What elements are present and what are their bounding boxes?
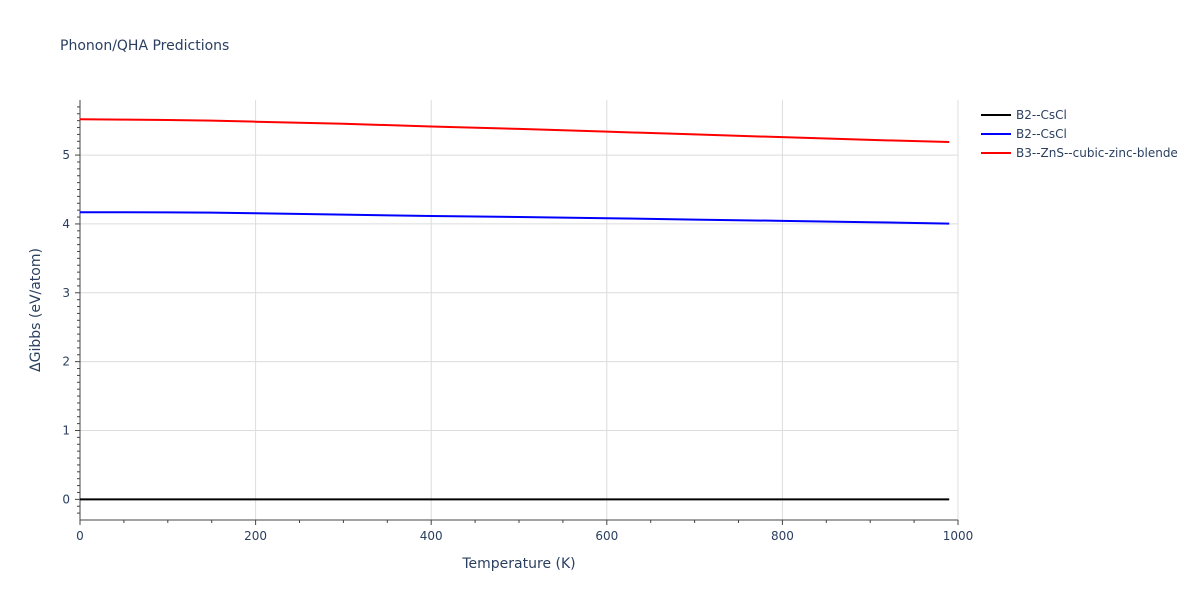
x-tick-label: 200 (244, 529, 267, 543)
x-tick-label: 0 (76, 529, 84, 543)
x-axis-title: Temperature (K) (461, 556, 575, 572)
y-tick-label: 5 (62, 148, 70, 162)
x-tick-label: 800 (771, 529, 794, 543)
x-tick-label: 400 (420, 529, 443, 543)
y-tick-label: 2 (62, 355, 70, 369)
series-line-2 (79, 118, 950, 143)
axes: 0 200 400 600 800 1000 0 1 2 3 4 5 (62, 100, 973, 543)
legend-label-2: B3--ZnS--cubic-zinc-blende (1016, 146, 1178, 160)
legend-label-1: B2--CsCl (1016, 127, 1067, 141)
grid (80, 100, 959, 520)
legend-label-0: B2--CsCl (1016, 108, 1067, 122)
y-axis-title: ΔGibbs (eV/atom) (28, 248, 44, 372)
y-tick-label: 1 (62, 423, 70, 437)
x-tick-label: 1000 (943, 529, 974, 543)
series-line-1 (80, 211, 950, 225)
y-tick-label: 3 (62, 286, 70, 300)
x-tick-label: 600 (595, 529, 618, 543)
chart-title: Phonon/QHA Predictions (60, 38, 229, 54)
legend: B2--CsCl B2--CsCl B3--ZnS--cubic-zinc-blen… (981, 108, 1178, 160)
y-tick-label: 4 (62, 217, 70, 231)
series-layer (79, 118, 950, 501)
y-tick-label: 0 (62, 492, 70, 506)
